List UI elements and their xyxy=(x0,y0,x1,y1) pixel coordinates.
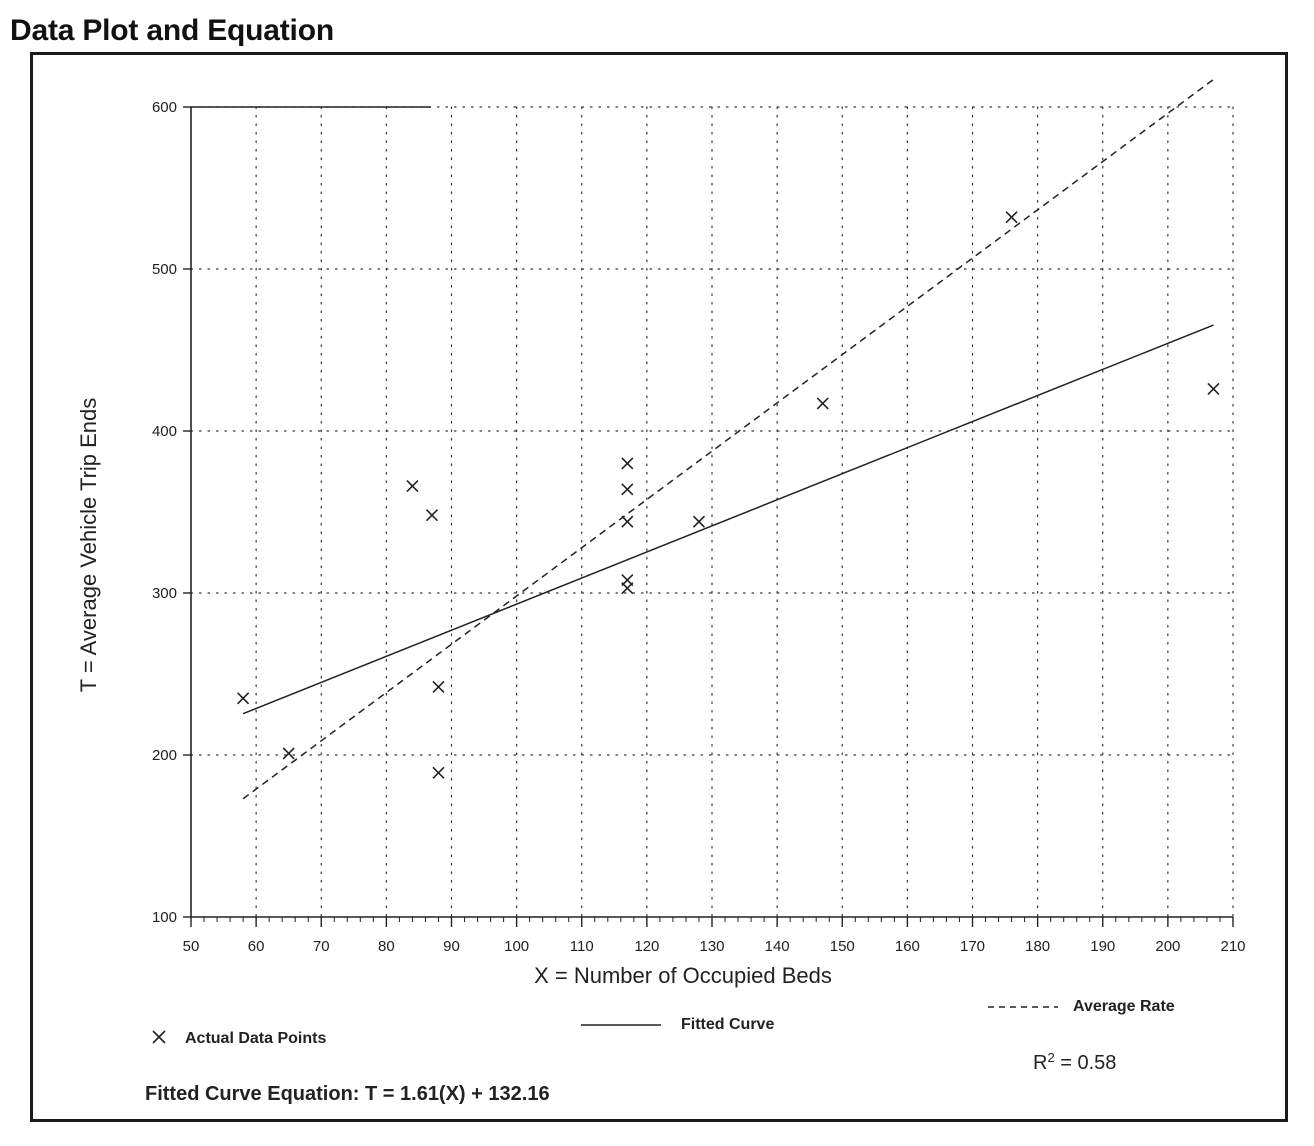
data-point xyxy=(237,692,250,705)
data-point xyxy=(816,397,829,410)
data-point xyxy=(621,483,634,496)
x-tick-label: 210 xyxy=(1220,938,1245,955)
data-point xyxy=(621,515,634,528)
x-tick-label: 150 xyxy=(830,938,855,955)
data-point xyxy=(406,480,419,493)
grid-layer xyxy=(190,106,1234,918)
chart-frame: 100 200 300 400 500 600 50 60 70 80 90 100 110 120 130… xyxy=(30,52,1288,1122)
lines-layer xyxy=(242,78,1214,800)
data-point xyxy=(425,509,439,522)
y-tick-label: 300 xyxy=(152,585,177,602)
fitted-curve-line xyxy=(242,324,1214,715)
y-tick-label: 500 xyxy=(152,261,177,278)
data-point xyxy=(1005,211,1018,224)
axes-layer: 100 200 300 400 500 600 50 60 70 80 90 100 110 120 130… xyxy=(152,99,1246,955)
r-squared-value: = 0.58 xyxy=(1055,1052,1117,1074)
y-tick-label: 100 xyxy=(152,909,177,926)
data-point xyxy=(692,515,706,528)
page-title: Data Plot and Equation xyxy=(10,14,334,47)
legend-average-label: Average Rate xyxy=(1073,998,1175,1015)
x-tick-label: 180 xyxy=(1025,938,1050,955)
y-axis-title: T = Average Vehicle Trip Ends xyxy=(76,398,101,693)
legend-points-label: Actual Data Points xyxy=(185,1030,326,1047)
x-axis-title: X = Number of Occupied Beds xyxy=(534,963,832,988)
x-tick-label: 70 xyxy=(313,938,330,955)
data-point xyxy=(432,680,445,694)
legend-fitted-label: Fitted Curve xyxy=(681,1016,774,1033)
y-tick-label: 400 xyxy=(152,423,177,440)
y-tick-label: 200 xyxy=(152,747,177,764)
points-layer xyxy=(237,211,1220,779)
r-squared: R2 = 0.58 xyxy=(1033,1050,1116,1075)
x-tick-label: 200 xyxy=(1155,938,1180,955)
data-point xyxy=(282,747,295,760)
x-tick-label: 140 xyxy=(765,938,790,955)
x-tick-label: 160 xyxy=(895,938,920,955)
data-point xyxy=(1207,382,1220,395)
x-tick-label: 190 xyxy=(1090,938,1115,955)
x-tick-label: 170 xyxy=(960,938,985,955)
x-tick-label: 90 xyxy=(443,938,460,955)
x-tick-label: 100 xyxy=(504,938,529,955)
legend-points: Actual Data Points xyxy=(152,1030,326,1047)
fitted-equation: Fitted Curve Equation: T = 1.61(X) + 132… xyxy=(145,1083,550,1105)
chart-canvas: 100 200 300 400 500 600 50 60 70 80 90 100 110 120 130… xyxy=(76,78,1246,1105)
x-tick-label: 80 xyxy=(378,938,395,955)
y-tick-label: 600 xyxy=(152,99,177,116)
x-tick-label: 120 xyxy=(634,938,659,955)
data-point xyxy=(621,582,634,595)
legend-average: Average Rate xyxy=(988,998,1175,1015)
x-tick-label: 110 xyxy=(570,938,594,955)
r-squared-prefix: R xyxy=(1033,1052,1047,1074)
legend-fitted: Fitted Curve xyxy=(581,1016,774,1033)
r-squared-sup: 2 xyxy=(1047,1050,1054,1065)
x-tick-label: 60 xyxy=(248,938,265,955)
data-point xyxy=(621,457,634,470)
x-marker-icon xyxy=(152,1030,166,1044)
x-tick-label: 130 xyxy=(699,938,724,955)
x-tick-label: 50 xyxy=(183,938,200,955)
average-rate-line xyxy=(242,78,1214,800)
data-point xyxy=(432,766,445,779)
